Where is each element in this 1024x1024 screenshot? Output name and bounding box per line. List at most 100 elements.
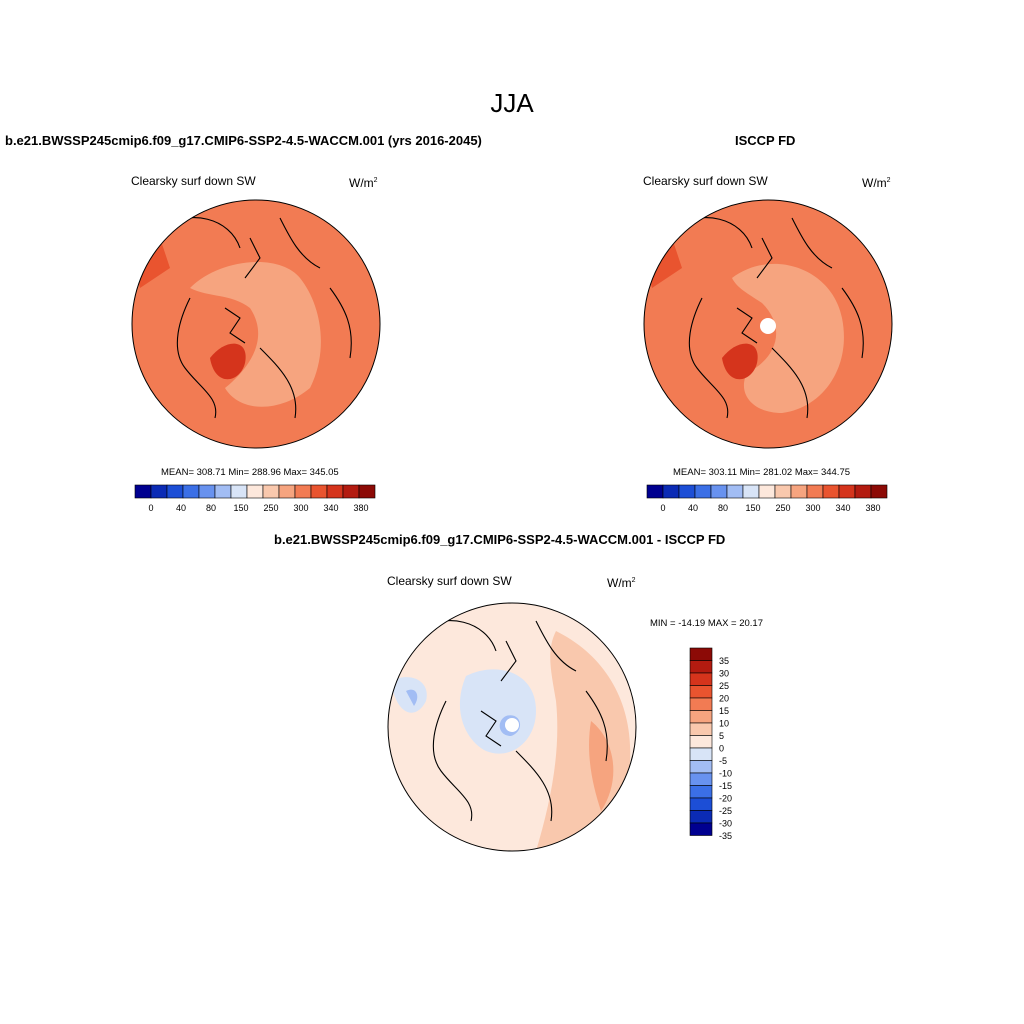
colorbar-tick-label: 10 [719,719,729,729]
colorbar-cell [694,484,712,499]
colorbar-tick-label: 150 [233,503,248,513]
colorbar-tick-label: 380 [353,503,368,513]
colorbar-tick-label: 380 [865,503,880,513]
colorbar-tick-label: 15 [719,706,729,716]
obs-colorbar: 0 40 80 150 250 300 340 380 [646,484,888,513]
colorbar-tick-label: -10 [719,769,732,779]
colorbar-tick-label: 35 [719,656,729,666]
obs-stats: MEAN= 303.11 Min= 281.02 Max= 344.75 [673,467,851,478]
colorbar-tick-label: 300 [805,503,820,513]
colorbar-cell [758,484,776,499]
diff-map-polar-gap [505,718,519,732]
diff-map-strong-negative-region [406,689,418,706]
colorbar-cell [150,484,168,499]
colorbar-cell [689,722,713,736]
colorbar-tick-label: -20 [719,794,732,804]
colorbar-tick-label: -15 [719,781,732,791]
colorbar-cell [662,484,680,499]
colorbar-cell [689,810,713,824]
obs-variable-label: Clearsky surf down SW [643,174,768,188]
colorbar-tick-label: 80 [206,503,216,513]
colorbar-cell [230,484,248,499]
colorbar-cell [358,484,376,499]
colorbar-cell [134,484,152,499]
colorbar-cell [166,484,184,499]
obs-polar-map [643,199,893,449]
colorbar-cell [646,484,664,499]
colorbar-cell [689,747,713,761]
colorbar-tick-label: 150 [745,503,760,513]
obs-map-hot-region [722,343,758,380]
colorbar-cell [689,647,713,661]
season-title: JJA [490,88,534,118]
colorbar-cell [689,797,713,811]
diff-coastlines [415,620,608,822]
model-variable-label: Clearsky surf down SW [131,174,256,188]
colorbar-tick-label: -30 [719,819,732,829]
colorbar-cell [742,484,760,499]
model-map-light-region [190,261,321,407]
model-panel-title: b.e21.BWSSP245cmip6.f09_g17.CMIP6-SSP2-4… [5,133,482,148]
colorbar-cell [806,484,824,499]
model-stats: MEAN= 308.71 Min= 288.96 Max= 345.05 [161,467,339,478]
colorbar-cell [246,484,264,499]
colorbar-cell [710,484,728,499]
colorbar-cell [689,672,713,686]
colorbar-tick-label: 340 [323,503,338,513]
colorbar-cell [310,484,328,499]
colorbar-cell [689,697,713,711]
colorbar-cell [689,822,713,836]
diff-polar-map [387,602,637,852]
obs-map-light-region [732,263,844,413]
colorbar-tick-label: 250 [775,503,790,513]
colorbar-tick-label: -25 [719,806,732,816]
colorbar-tick-label: 80 [718,503,728,513]
colorbar-cell [689,785,713,799]
obs-panel-title: ISCCP FD [735,133,796,148]
colorbar-cell [854,484,872,499]
colorbar-tick-label: 5 [719,731,724,741]
colorbar-tick-label: 0 [660,503,665,513]
diff-map-negative-region [459,669,536,754]
model-units-label: W/m2 [349,176,378,190]
model-map-hot-region [210,343,246,380]
colorbar-cell [838,484,856,499]
diff-panel-title: b.e21.BWSSP245cmip6.f09_g17.CMIP6-SSP2-4… [274,532,726,547]
colorbar-tick-label: 300 [293,503,308,513]
colorbar-cell [790,484,808,499]
colorbar-cell [294,484,312,499]
colorbar-cell [278,484,296,499]
diff-variable-label: Clearsky surf down SW [387,574,512,588]
colorbar-cell [689,685,713,699]
colorbar-cell [342,484,360,499]
colorbar-cell [689,710,713,724]
colorbar-cell [182,484,200,499]
colorbar-tick-label: 25 [719,681,729,691]
colorbar-cell [822,484,840,499]
colorbar-cell [262,484,280,499]
colorbar-cell [689,772,713,786]
colorbar-tick-label: 20 [719,694,729,704]
obs-units-label: W/m2 [862,176,891,190]
model-map-background [132,200,380,448]
colorbar-cell [870,484,888,499]
model-colorbar: 0 40 80 150 250 300 340 380 [134,484,376,513]
diff-units-label: W/m2 [607,576,636,590]
obs-map-polar-gap [760,318,776,334]
colorbar-tick-label: 0 [148,503,153,513]
colorbar-tick-label: 340 [835,503,850,513]
colorbar-cell [326,484,344,499]
diff-colorbar: 35 30 25 20 15 10 5 0 -5 -10 -15 -20 -25 -30 -35 [689,647,732,841]
diff-minmax: MIN = -14.19 MAX = 20.17 [650,618,764,629]
model-coastlines [159,217,352,419]
colorbar-tick-label: 40 [176,503,186,513]
obs-coastlines [671,217,864,419]
model-polar-map [131,199,381,449]
colorbar-tick-label: 40 [688,503,698,513]
colorbar-cell [774,484,792,499]
colorbar-cell [214,484,232,499]
colorbar-cell [726,484,744,499]
colorbar-cell [198,484,216,499]
colorbar-tick-label: -35 [719,831,732,841]
colorbar-tick-label: 0 [719,744,724,754]
